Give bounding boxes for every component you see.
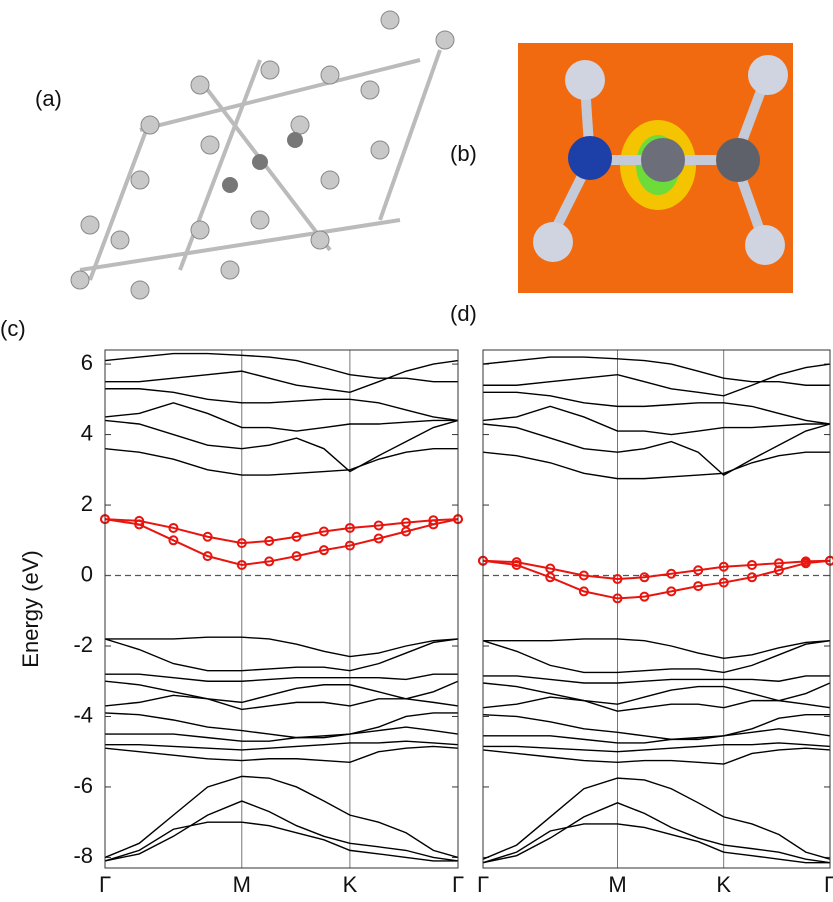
band [483,452,830,478]
x-tick-label: M [233,872,251,897]
band [105,389,458,421]
band [105,801,458,861]
band [483,803,830,863]
panel-label: (a) [35,86,62,111]
band [105,695,458,709]
band [483,406,830,434]
band [483,697,830,711]
x-tick-label: M [608,872,626,897]
x-tick-label: K [716,872,731,897]
y-tick-label: -4 [73,702,93,727]
y-tick-label: -6 [73,773,93,798]
band [483,748,830,764]
x-tick-label: Γ [452,872,464,897]
band [105,727,458,741]
y-axis-label: Energy (eV) [18,550,43,667]
density-b [518,43,793,293]
band [105,449,458,475]
x-tick-label: Γ [477,872,489,897]
panel-label: (c) [0,316,26,341]
y-tick-label: 6 [81,350,93,375]
band [483,676,830,683]
x-tick-label: Γ [99,872,111,897]
band [105,403,458,431]
structure-a [71,11,454,299]
band [483,424,830,475]
band [483,364,830,396]
band [105,420,458,471]
page: (a) (b) (c) Energy (eV) -8 -6 -4 -2 0 2 4 6 Γ M K Γ (d… [0,0,833,902]
plot-frame [483,350,830,868]
plot-frame [105,350,458,868]
y-tick-label: 2 [81,491,93,516]
band [105,639,458,671]
band [105,674,458,681]
band [483,392,830,424]
band [105,776,458,857]
band [483,641,830,673]
panel-label: (d) [450,301,477,326]
panel-label: (b) [450,141,477,166]
figure: (a) (b) (c) Energy (eV) -8 -6 -4 -2 0 2 4 6 Γ M K Γ (d… [0,0,833,902]
band [105,354,458,382]
y-tick-label: -8 [73,843,93,868]
band [483,729,830,743]
x-tick-label: Γ [824,872,833,897]
band [483,778,830,859]
y-tick-label: -2 [73,632,93,657]
x-tick-label: K [343,872,358,897]
band [105,746,458,762]
y-tick-label: 4 [81,420,93,445]
band [483,357,830,385]
y-tick-label: 0 [81,561,93,586]
band [105,361,458,393]
